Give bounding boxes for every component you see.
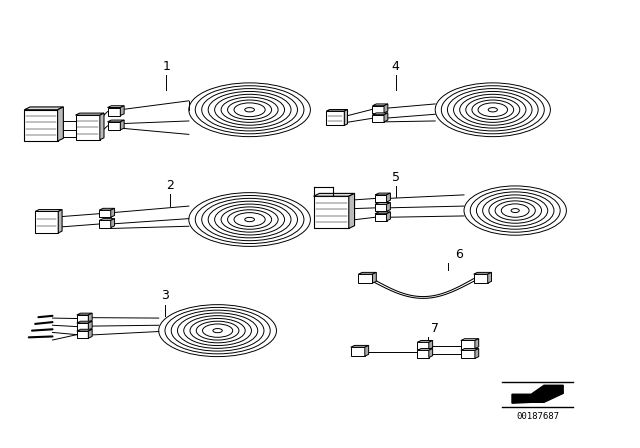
- Polygon shape: [326, 110, 348, 111]
- Polygon shape: [99, 220, 111, 228]
- Polygon shape: [351, 347, 365, 356]
- Polygon shape: [461, 349, 479, 350]
- Polygon shape: [35, 210, 62, 211]
- Polygon shape: [77, 313, 92, 315]
- Polygon shape: [326, 111, 344, 125]
- Polygon shape: [512, 385, 563, 403]
- Polygon shape: [417, 350, 429, 358]
- Polygon shape: [372, 115, 384, 122]
- Polygon shape: [77, 315, 88, 322]
- Polygon shape: [349, 194, 355, 228]
- Polygon shape: [372, 113, 388, 115]
- Polygon shape: [35, 211, 58, 233]
- Polygon shape: [24, 110, 58, 141]
- Polygon shape: [417, 342, 429, 349]
- Polygon shape: [99, 208, 115, 210]
- Polygon shape: [88, 313, 92, 322]
- Polygon shape: [375, 193, 390, 195]
- Polygon shape: [111, 219, 115, 228]
- Polygon shape: [77, 321, 92, 323]
- Polygon shape: [108, 106, 124, 108]
- Polygon shape: [417, 340, 433, 342]
- Polygon shape: [387, 202, 390, 211]
- Polygon shape: [76, 115, 100, 140]
- Polygon shape: [77, 323, 88, 330]
- Text: 4: 4: [392, 60, 399, 73]
- Polygon shape: [387, 212, 390, 221]
- Polygon shape: [375, 195, 387, 202]
- Polygon shape: [387, 193, 390, 202]
- Polygon shape: [461, 350, 475, 358]
- Polygon shape: [77, 331, 88, 338]
- Polygon shape: [365, 345, 369, 356]
- Polygon shape: [384, 104, 388, 113]
- Polygon shape: [111, 208, 115, 217]
- Polygon shape: [372, 272, 376, 283]
- Polygon shape: [429, 349, 433, 358]
- Polygon shape: [120, 120, 124, 130]
- Polygon shape: [474, 274, 488, 283]
- Polygon shape: [375, 202, 390, 204]
- Polygon shape: [461, 339, 479, 340]
- Text: 00187687: 00187687: [516, 412, 559, 421]
- Text: 1: 1: [163, 60, 170, 73]
- Polygon shape: [461, 340, 475, 349]
- Polygon shape: [314, 196, 349, 228]
- Polygon shape: [372, 104, 388, 106]
- Text: 5: 5: [392, 171, 399, 184]
- Polygon shape: [375, 212, 390, 214]
- Polygon shape: [77, 329, 92, 331]
- Polygon shape: [474, 272, 492, 274]
- Polygon shape: [120, 106, 124, 116]
- Polygon shape: [358, 274, 372, 283]
- Polygon shape: [99, 219, 115, 220]
- Polygon shape: [314, 194, 355, 196]
- Polygon shape: [58, 210, 62, 233]
- Text: 3: 3: [161, 289, 169, 302]
- Polygon shape: [24, 107, 63, 110]
- Polygon shape: [429, 340, 433, 349]
- Polygon shape: [384, 113, 388, 122]
- Polygon shape: [88, 329, 92, 338]
- Polygon shape: [108, 120, 124, 122]
- Polygon shape: [417, 349, 433, 350]
- Polygon shape: [88, 321, 92, 330]
- Polygon shape: [488, 272, 492, 283]
- Polygon shape: [475, 349, 479, 358]
- Polygon shape: [358, 272, 376, 274]
- Polygon shape: [375, 214, 387, 221]
- Text: 6: 6: [456, 248, 463, 261]
- Text: 2: 2: [166, 179, 173, 192]
- Polygon shape: [344, 110, 348, 125]
- Polygon shape: [475, 339, 479, 349]
- Polygon shape: [76, 113, 104, 115]
- Polygon shape: [108, 122, 120, 130]
- Polygon shape: [375, 204, 387, 211]
- Polygon shape: [108, 108, 120, 116]
- Text: 7: 7: [431, 322, 439, 335]
- Polygon shape: [100, 113, 104, 140]
- Polygon shape: [99, 210, 111, 217]
- Polygon shape: [351, 345, 369, 347]
- Polygon shape: [58, 107, 63, 141]
- Polygon shape: [372, 106, 384, 113]
